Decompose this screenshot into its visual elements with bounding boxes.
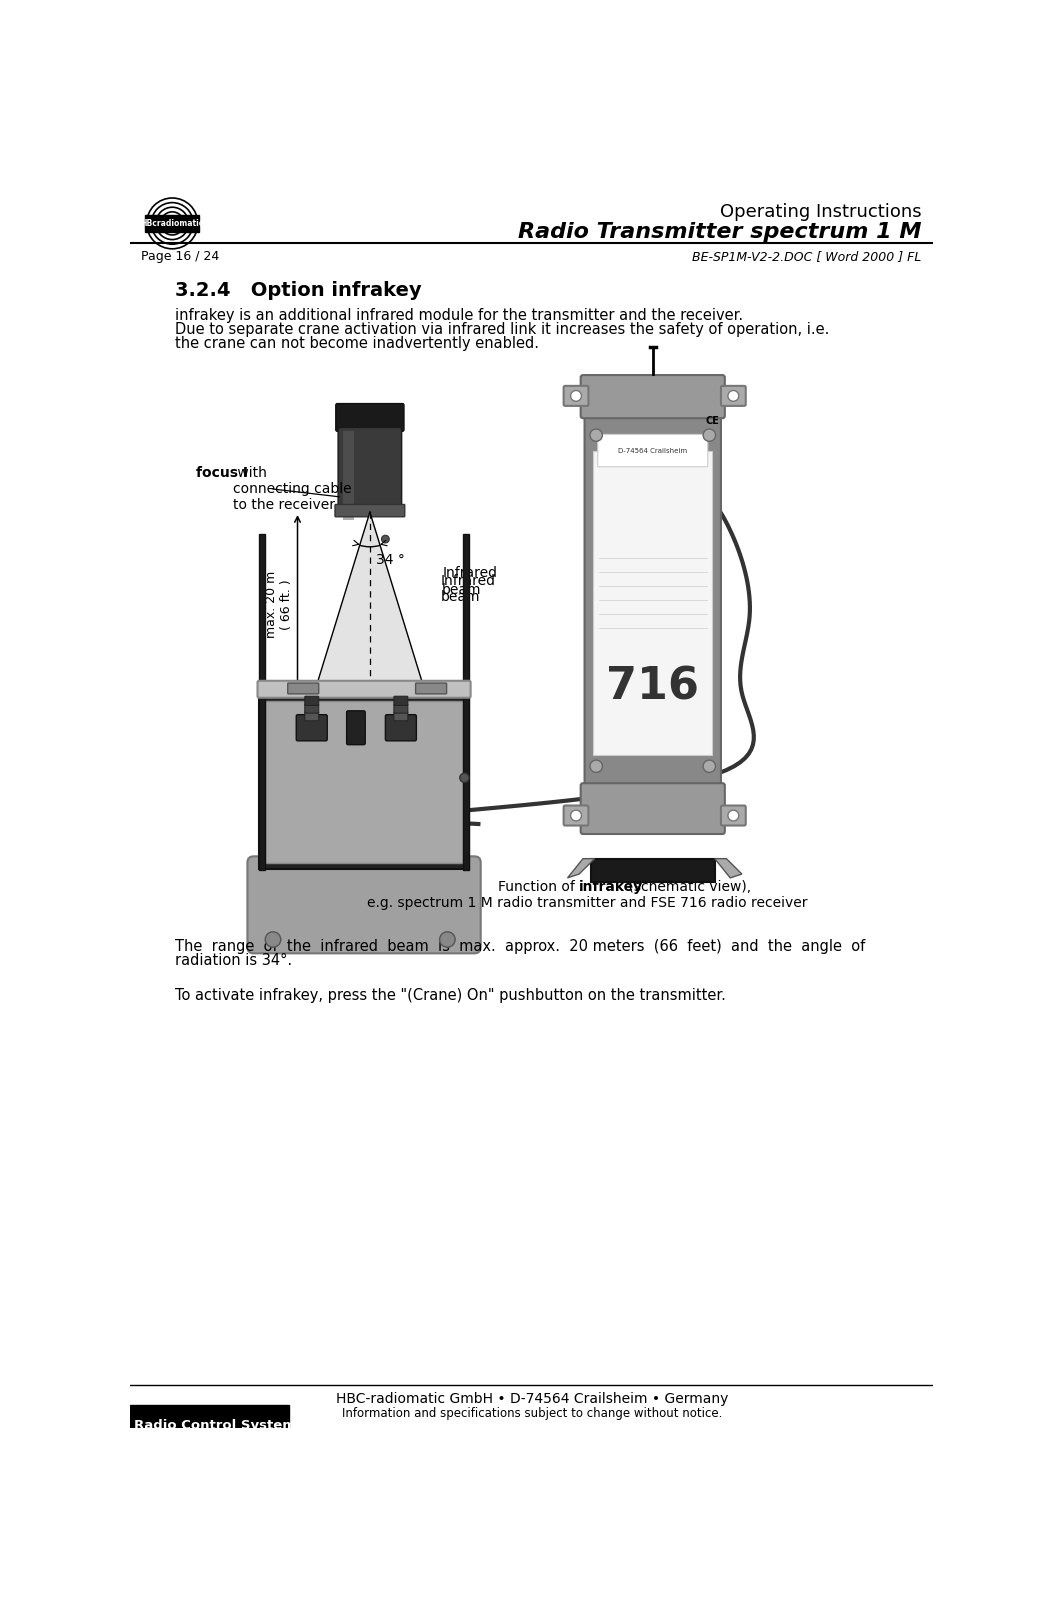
FancyBboxPatch shape — [305, 705, 318, 713]
Text: D-74564 Crailsheim: D-74564 Crailsheim — [618, 448, 688, 454]
Text: HBcradiomatic: HBcradiomatic — [141, 218, 204, 228]
Text: with
connecting cable
to the receiver: with connecting cable to the receiver — [232, 465, 352, 512]
Text: Information and specifications subject to change without notice.: Information and specifications subject t… — [342, 1408, 723, 1420]
Circle shape — [728, 811, 738, 820]
Circle shape — [590, 761, 602, 772]
FancyBboxPatch shape — [721, 806, 746, 825]
Text: The  range  of  the  infrared  beam  is  max.  approx.  20 meters  (66  feet)  a: The range of the infrared beam is max. a… — [174, 939, 865, 955]
Text: Due to separate crane activation via infrared link it increases the safety of op: Due to separate crane activation via inf… — [174, 323, 829, 337]
Circle shape — [440, 933, 455, 947]
FancyBboxPatch shape — [394, 697, 408, 706]
FancyBboxPatch shape — [346, 711, 365, 745]
FancyBboxPatch shape — [597, 435, 708, 467]
Text: 3.2.4   Option infrakey: 3.2.4 Option infrakey — [174, 281, 421, 300]
FancyBboxPatch shape — [394, 711, 408, 721]
FancyBboxPatch shape — [564, 385, 588, 406]
Text: HBC-radiomatic GmbH • D-74564 Crailsheim • Germany: HBC-radiomatic GmbH • D-74564 Crailsheim… — [336, 1392, 729, 1406]
Polygon shape — [343, 432, 355, 520]
FancyBboxPatch shape — [259, 534, 265, 870]
Text: 2002-02-27: 2002-02-27 — [134, 1408, 206, 1420]
Text: radiation is 34°.: radiation is 34°. — [174, 953, 291, 968]
Polygon shape — [567, 859, 594, 878]
Text: Infrared
beam: Infrared beam — [441, 575, 496, 603]
FancyBboxPatch shape — [721, 385, 746, 406]
FancyBboxPatch shape — [287, 684, 318, 693]
FancyBboxPatch shape — [581, 376, 725, 419]
FancyBboxPatch shape — [130, 1406, 288, 1428]
Circle shape — [570, 811, 582, 820]
Text: Function of: Function of — [498, 880, 579, 894]
Text: e.g. spectrum 1 M radio transmitter and FSE 716 radio receiver: e.g. spectrum 1 M radio transmitter and … — [367, 896, 807, 910]
Text: CE: CE — [705, 416, 720, 427]
Text: Page 16 / 24: Page 16 / 24 — [141, 250, 220, 263]
Circle shape — [728, 390, 738, 401]
Circle shape — [459, 774, 469, 782]
FancyBboxPatch shape — [585, 409, 721, 788]
Circle shape — [168, 220, 176, 228]
Text: focus I: focus I — [196, 465, 248, 480]
FancyBboxPatch shape — [305, 711, 318, 721]
Polygon shape — [714, 859, 741, 878]
Circle shape — [590, 429, 602, 441]
FancyBboxPatch shape — [463, 534, 469, 870]
FancyBboxPatch shape — [581, 783, 725, 835]
Text: 34 °: 34 ° — [376, 554, 405, 567]
Circle shape — [703, 429, 716, 441]
FancyBboxPatch shape — [265, 701, 463, 862]
FancyBboxPatch shape — [297, 714, 328, 742]
Polygon shape — [313, 512, 427, 697]
Text: Infrared
beam: Infrared beam — [442, 567, 497, 597]
Text: Operating Instructions: Operating Instructions — [720, 204, 922, 221]
Text: infrakey: infrakey — [579, 880, 643, 894]
FancyBboxPatch shape — [564, 806, 588, 825]
Circle shape — [382, 534, 389, 542]
Text: Radio Transmitter spectrum 1 M: Radio Transmitter spectrum 1 M — [518, 221, 922, 242]
Text: max. 20 m
( 66 ft. ): max. 20 m ( 66 ft. ) — [264, 571, 292, 639]
Text: BE-SP1M-V2-2.DOC [ Word 2000 ] FL: BE-SP1M-V2-2.DOC [ Word 2000 ] FL — [693, 250, 922, 263]
Text: infrakey is an additional infrared module for the transmitter and the receiver.: infrakey is an additional infrared modul… — [174, 308, 742, 323]
Circle shape — [703, 761, 716, 772]
FancyBboxPatch shape — [259, 695, 469, 868]
Text: the crane can not become inadvertently enabled.: the crane can not become inadvertently e… — [174, 335, 538, 351]
FancyBboxPatch shape — [257, 681, 471, 698]
FancyBboxPatch shape — [336, 403, 404, 432]
Text: 716: 716 — [607, 666, 699, 708]
FancyBboxPatch shape — [248, 857, 481, 953]
Text: To activate infrakey, press the "(Crane) On" pushbutton on the transmitter.: To activate infrakey, press the "(Crane)… — [174, 989, 726, 1003]
Text: Radio Control System: Radio Control System — [134, 1419, 297, 1432]
FancyBboxPatch shape — [591, 859, 714, 881]
FancyBboxPatch shape — [416, 684, 447, 693]
FancyBboxPatch shape — [145, 215, 199, 231]
FancyBboxPatch shape — [394, 705, 408, 713]
Circle shape — [570, 390, 582, 401]
Circle shape — [265, 933, 281, 947]
FancyBboxPatch shape — [305, 697, 318, 706]
FancyBboxPatch shape — [338, 427, 401, 515]
Text: (schematic view),: (schematic view), — [624, 880, 751, 894]
FancyBboxPatch shape — [335, 504, 404, 517]
FancyBboxPatch shape — [386, 714, 417, 742]
FancyBboxPatch shape — [593, 451, 712, 754]
